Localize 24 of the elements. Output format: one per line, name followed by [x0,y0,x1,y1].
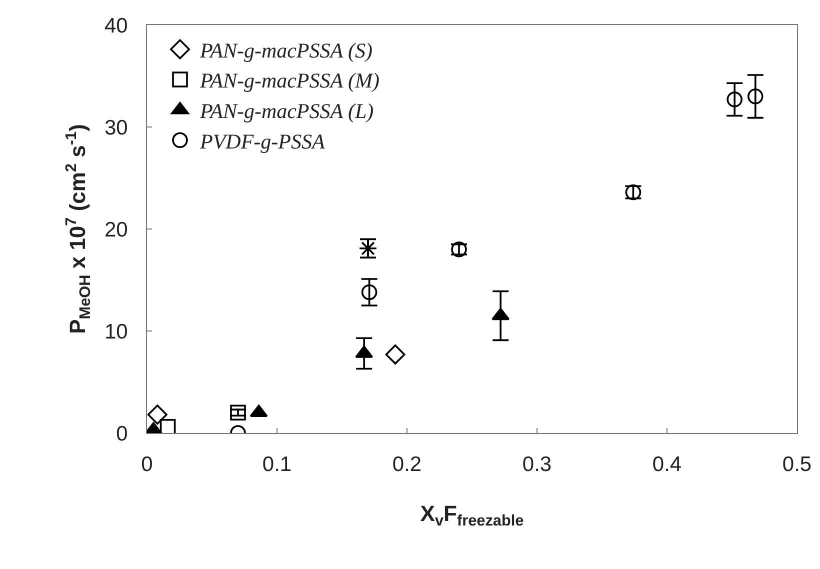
y-tick-label: 20 [104,218,128,242]
point [748,88,764,104]
legend-label: PAN-g-macPSSA (S) [199,38,372,62]
point [160,418,176,433]
x-tick-label: 0.2 [392,453,422,476]
point [385,344,406,364]
point [726,92,742,108]
x-tick-label: 0 [141,453,153,476]
legend-label: PAN-g-macPSSA (M) [199,68,380,93]
point [361,284,378,300]
legend-label: PAN-g-macPSSA (L) [199,99,374,124]
y-tick-label: 40 [104,14,128,38]
x-tick-label: 0.1 [262,453,292,476]
y-tick-label: 30 [104,116,128,140]
x-tick-label: 0.3 [522,453,552,476]
x-tick-label: 0.5 [782,453,812,476]
point [492,308,510,320]
y-tick-label: 10 [104,320,128,344]
x-axis-title: X$_{v}$F$_{freezable}$ [420,501,524,530]
x-tick-label: 0.4 [652,453,682,476]
point [147,404,168,425]
point [230,404,246,420]
legend-label: PVDF-g-PSSA [199,129,325,154]
y-tick-label: 0 [116,422,128,446]
